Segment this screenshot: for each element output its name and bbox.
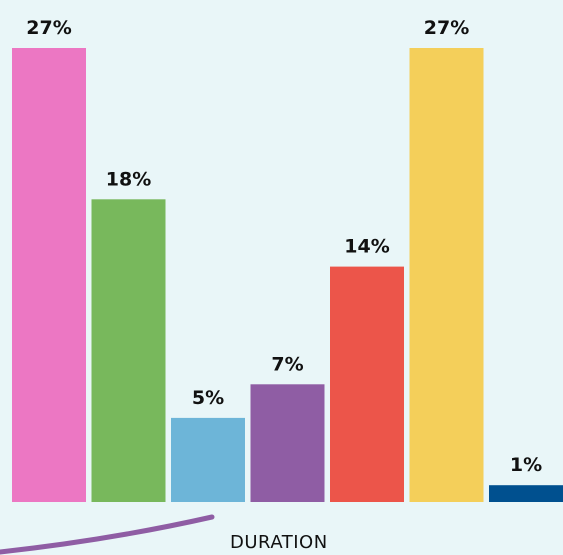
value-labels-group: 27% 18% 5% 7% 14% 27% 1%	[26, 17, 542, 476]
bar-value-label-7: 1%	[510, 454, 542, 476]
bars-group	[12, 48, 563, 503]
bar-value-label-4: 7%	[271, 353, 303, 375]
bar-value-label-2: 18%	[106, 168, 151, 190]
axis-swoosh-decoration	[0, 514, 215, 555]
bar-5	[330, 266, 404, 502]
x-axis-label: DURATION	[230, 532, 328, 553]
bar-7	[489, 485, 563, 502]
bar-value-label-6: 27%	[424, 17, 469, 39]
bar-value-label-5: 14%	[344, 236, 389, 258]
bar-2	[91, 199, 166, 503]
bar-1	[12, 48, 86, 502]
bar-6	[409, 48, 484, 502]
bar-value-label-3: 5%	[192, 387, 224, 409]
bar-4	[250, 384, 325, 502]
bar-value-label-1: 27%	[26, 17, 71, 39]
bar-3	[171, 417, 245, 502]
